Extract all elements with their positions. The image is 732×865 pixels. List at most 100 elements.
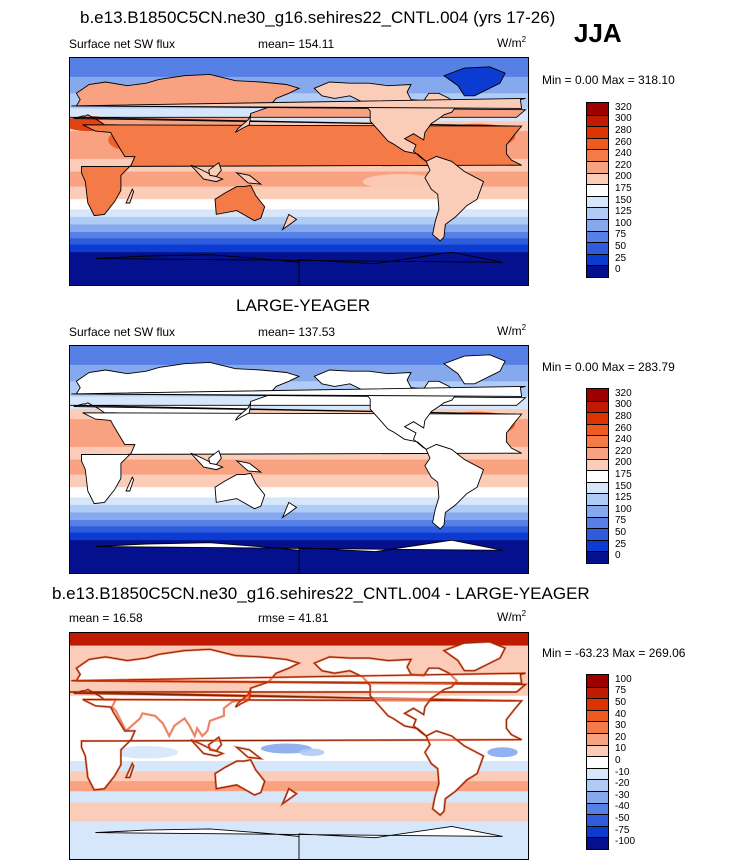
coastline-indonesia [190, 164, 224, 183]
panel-2-map [69, 345, 529, 574]
field-band [70, 232, 528, 239]
colorbar-tick-label: -50 [615, 813, 630, 824]
colorbar-swatch [587, 207, 608, 219]
coastline-antarctica [95, 825, 503, 859]
coastal-bias-samerica [423, 729, 485, 817]
colorbar-tick-label: 100 [615, 217, 632, 229]
colorbar-tick-label: 260 [615, 422, 632, 434]
colorbar-swatch [587, 253, 608, 266]
field-band [70, 526, 528, 534]
panel-3-minmax: Min = -63.23 Max = 269.06 [542, 646, 686, 660]
panel-2-title: LARGE-YEAGER [236, 296, 371, 315]
coastal-bias-uk [71, 672, 526, 685]
colorbar-swatch [587, 744, 608, 757]
coastline-greenland [443, 66, 506, 97]
colorbar-tick-label: 100 [615, 503, 632, 515]
colorbar-tick-label: 200 [615, 171, 632, 183]
colorbar-swatch [587, 481, 608, 494]
colorbar-tick-label: 30 [615, 720, 627, 732]
colorbar-tick-label: -100 [615, 836, 636, 848]
panel-3-rmse-label: rmse = 41.81 [258, 611, 329, 625]
colorbar-swatch [587, 265, 608, 277]
colorbar-swatch [587, 516, 608, 529]
colorbar-swatch [587, 458, 608, 471]
colorbar-swatch [587, 790, 608, 803]
coastal-bias-australia [213, 758, 266, 797]
coastline-madagascar [125, 476, 135, 492]
colorbar-swatch [587, 528, 608, 540]
field-band [70, 224, 528, 233]
panel-1-minmax: Min = 0.00 Max = 318.10 [542, 73, 675, 87]
coastal-bias-borneo [207, 735, 223, 753]
colorbar-swatch [587, 412, 608, 424]
field-band [70, 58, 528, 78]
field-band [70, 532, 528, 541]
colorbar-tick-label: 10 [615, 743, 627, 755]
colorbar-swatch [587, 160, 608, 173]
colorbar-swatch [587, 814, 608, 826]
coastal-bias-nz [279, 787, 299, 808]
field-band [70, 209, 528, 218]
coastline-antarctica [95, 539, 503, 573]
coastline-samerica [424, 155, 485, 242]
colorbar-tick-label: 175 [615, 183, 632, 194]
panel-3-title: b.e13.B1850C5CN.ne30_g16.sehires22_CNTL.… [52, 584, 590, 603]
season-label: JJA [574, 18, 622, 48]
field-blob [114, 746, 179, 759]
panel-1-mean-label: mean= 154.11 [258, 37, 335, 51]
panel-1-map [69, 57, 529, 286]
colorbar-swatch [587, 767, 608, 780]
field-band [70, 802, 528, 822]
coastline-uk [71, 97, 526, 109]
field-band [70, 771, 528, 782]
colorbar-tick-label: 320 [615, 101, 632, 113]
field-band [70, 459, 528, 476]
colorbar-swatch [587, 242, 608, 254]
coastal-bias-japan [234, 688, 252, 709]
panel-1-colorbar [586, 102, 609, 278]
colorbar-swatch [587, 756, 608, 768]
colorbar-swatch [587, 126, 608, 138]
colorbar-tick-label: 25 [615, 252, 627, 264]
colorbar-tick-label: 75 [615, 229, 627, 241]
colorbar-swatch [587, 389, 608, 401]
colorbar-swatch [587, 149, 608, 161]
colorbar-tick-label: -10 [615, 766, 630, 778]
panel-3-map [69, 632, 529, 860]
colorbar-tick-label: 260 [615, 136, 632, 148]
panel-2-units: W/m2 [497, 323, 527, 338]
field-band [70, 186, 528, 200]
colorbar-tick-label: 75 [615, 515, 627, 527]
colorbar-tick-label: 150 [615, 194, 632, 206]
colorbar-tick-label: 200 [615, 457, 632, 469]
colorbar-swatch [587, 837, 608, 849]
colorbar-swatch [587, 172, 608, 185]
colorbar-tick-label: 220 [615, 445, 632, 457]
coastline-newguinea [235, 460, 263, 473]
colorbar-swatch [587, 675, 608, 687]
colorbar-tick-label: -30 [615, 789, 630, 801]
colorbar-tick-label: 0 [615, 755, 621, 766]
colorbar-tick-label: 175 [615, 469, 632, 480]
panel-2-colorbar [586, 388, 609, 564]
colorbar-swatch [587, 103, 608, 115]
colorbar-tick-label: 40 [615, 708, 627, 720]
colorbar-swatch [587, 435, 608, 447]
panel-3-units: W/m2 [497, 609, 527, 624]
panel-2-variable-label: Surface net SW flux [69, 325, 176, 339]
coastline-japan [235, 402, 252, 421]
colorbar-swatch [587, 504, 608, 517]
coastline-madagascar [125, 188, 135, 204]
colorbar-tick-label: 20 [615, 731, 627, 743]
coastline-borneo [208, 449, 222, 465]
panel-2-minmax: Min = 0.00 Max = 283.79 [542, 360, 675, 374]
colorbar-tick-label: 75 [615, 685, 627, 697]
coastal-bias-africa [80, 698, 524, 792]
colorbar-tick-label: 280 [615, 125, 632, 136]
colorbar-tick-label: 150 [615, 480, 632, 492]
colorbar-swatch [587, 195, 608, 208]
field-band [70, 216, 528, 225]
colorbar-swatch [587, 114, 608, 127]
panel-3-mean-label: mean = 16.58 [69, 611, 143, 625]
field-band [70, 504, 528, 513]
